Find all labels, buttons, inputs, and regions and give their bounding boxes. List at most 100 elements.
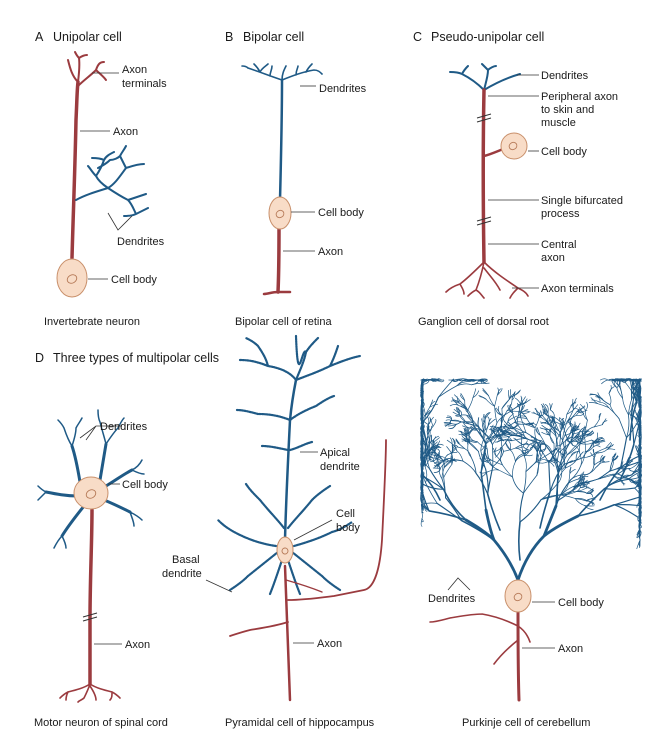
purkinje-dendrite-branch — [572, 484, 579, 492]
purkinje-dendrite-branch — [443, 477, 447, 499]
purkinje-dendrite-branch — [549, 428, 551, 436]
pyramidal-axon — [283, 564, 292, 702]
purkinje-dendrite-branch — [437, 380, 453, 398]
purkinje-dendrite-branch — [436, 461, 441, 469]
purkinje-dendrite-branch — [566, 406, 572, 415]
purkinje-dendrite-branch — [521, 450, 528, 454]
purkinje-dendrite-branch — [488, 395, 495, 407]
purkinje-dendrite-branch — [475, 472, 489, 495]
purkinje-dendrite-branch — [555, 423, 561, 434]
purkinje-dendrite-branch — [630, 387, 634, 400]
purkinje-dendrite-branch — [547, 412, 552, 427]
purkinje-dendrite-branch — [437, 457, 440, 468]
purkinje-dendrite-branch — [611, 380, 618, 389]
purkinje-dendrite-branch — [507, 413, 515, 422]
purkinje-dendrite-branch — [470, 456, 477, 474]
purkinje-dendrite-branch — [451, 443, 458, 452]
purkinje-dendrite-branch — [595, 461, 602, 468]
purkinje-dendrite-branch — [513, 437, 522, 445]
purkinje-dendrite-branch — [491, 427, 499, 434]
purkinje-dendrite-branch — [602, 461, 610, 463]
purkinje-dendrite-branch — [619, 437, 628, 469]
purkinje-dendrite-branch — [463, 438, 471, 442]
label-pyramidal-axon: Axon — [317, 638, 342, 650]
purkinje-dendrite-branch — [464, 400, 467, 412]
purkinje-dendrite-branch — [479, 396, 487, 400]
purkinje-dendrite-branch — [496, 434, 503, 441]
purkinje-dendrite-branch — [523, 455, 527, 472]
purkinje-dendrite-branch — [573, 433, 581, 439]
purkinje-dendrite-branch — [516, 402, 520, 413]
purkinje-dendrite-branch — [566, 443, 578, 456]
label-peripheral-line1: Peripheral axon — [541, 91, 618, 103]
purkinje-dendrite-branch — [579, 404, 586, 411]
purkinje-dendrite-branch — [443, 422, 452, 424]
purkinje-dendrite-branch — [586, 467, 597, 475]
purkinje-dendrite-branch — [639, 395, 642, 405]
purkinje-dendrite-branch — [430, 436, 437, 443]
leader-dendrites — [107, 212, 133, 231]
purkinje-dendrite-branch — [498, 469, 513, 478]
motor-axon-terminals — [59, 683, 121, 703]
purkinje-dendrite-branch — [467, 379, 477, 382]
purkinje-dendrite-branch — [576, 406, 586, 412]
purkinje-dendrite-branch — [537, 447, 542, 460]
purkinje-dendrite-branch — [549, 409, 555, 418]
motor-nucleus — [85, 489, 97, 499]
purkinje-dendrite-branch — [536, 459, 547, 463]
purkinje-dendrite-branch — [457, 407, 461, 415]
pyramidal-neuron — [216, 334, 387, 702]
purkinje-dendrite-branch — [492, 450, 505, 468]
purkinje-dendrite-branch — [431, 444, 439, 450]
panel-d-motor: Dendrites Cell body Axon Motor neuron of… — [34, 409, 168, 729]
purkinje-dendrite-branch — [596, 439, 605, 442]
purkinje-dendrite-branch — [598, 413, 602, 420]
purkinje-dendrite-branch — [515, 397, 522, 405]
purkinje-dendrite-branch — [582, 452, 597, 459]
purkinje-dendrite-branch — [455, 440, 460, 445]
purkinje-dendrite-branch — [568, 473, 571, 484]
purkinje-dendrite-branch — [566, 408, 574, 423]
purkinje-dendrite-branch — [485, 431, 493, 440]
purkinje-dendrite-branch — [536, 441, 550, 463]
purkinje-dendrite-branch — [509, 425, 527, 433]
purkinje-dendrite-branch — [629, 401, 638, 441]
purkinje-dendrite-branch — [552, 416, 556, 424]
purkinje-dendrite-branch — [522, 440, 528, 445]
purkinje-dendrite-branch — [544, 443, 560, 469]
purkinje-dendrite-branch — [602, 418, 607, 426]
purkinje-dendrite-branch — [510, 449, 516, 462]
purkinje-dendrite-branch — [484, 424, 489, 431]
panel-b-title: Bipolar cell — [243, 30, 304, 44]
purkinje-dendrite-branch — [625, 379, 630, 382]
purkinje-dendrite-branch — [619, 455, 641, 469]
purkinje-dendrite-branch — [565, 439, 576, 443]
purkinje-dendrite-branch — [639, 488, 642, 499]
purkinje-dendrite-branch — [639, 514, 641, 520]
label-purkinje-dendrites: Dendrites — [428, 593, 476, 605]
purkinje-dendrite-branch — [570, 417, 573, 427]
purkinje-dendrite-branch — [628, 463, 639, 470]
purkinje-primary-dendrites — [464, 504, 580, 582]
purkinje-dendrite-branch — [572, 426, 574, 435]
pseudo-break-upper — [476, 113, 492, 123]
purkinje-dendrite-branch — [638, 471, 641, 475]
purkinje-dendrite-branch — [507, 405, 513, 414]
purkinje-dendrite-branch — [579, 435, 588, 444]
purkinje-dendrite-branch — [461, 414, 471, 418]
purkinje-dendrite-branch — [520, 408, 529, 414]
purkinje-dendrite-branch — [432, 379, 437, 382]
bipolar-cell-body — [268, 196, 292, 230]
purkinje-dendrite-branch — [612, 453, 617, 462]
purkinje-dendrite-branch — [469, 436, 478, 443]
purkinje-dendrite-branch — [437, 457, 449, 462]
purkinje-dendrite-branch — [639, 456, 641, 465]
purkinje-dendrite-branch — [539, 427, 549, 430]
purkinje-dendrite-branch — [522, 446, 530, 451]
panel-d-pyramidal: Apical dendrite Cell body Basal dendrite… — [162, 334, 387, 729]
purkinje-dendrite-branch — [577, 487, 606, 517]
purkinje-dendrite-branch — [565, 455, 572, 469]
pseudo-axon-terminals — [445, 261, 529, 299]
unipolar-nucleus — [66, 274, 78, 284]
